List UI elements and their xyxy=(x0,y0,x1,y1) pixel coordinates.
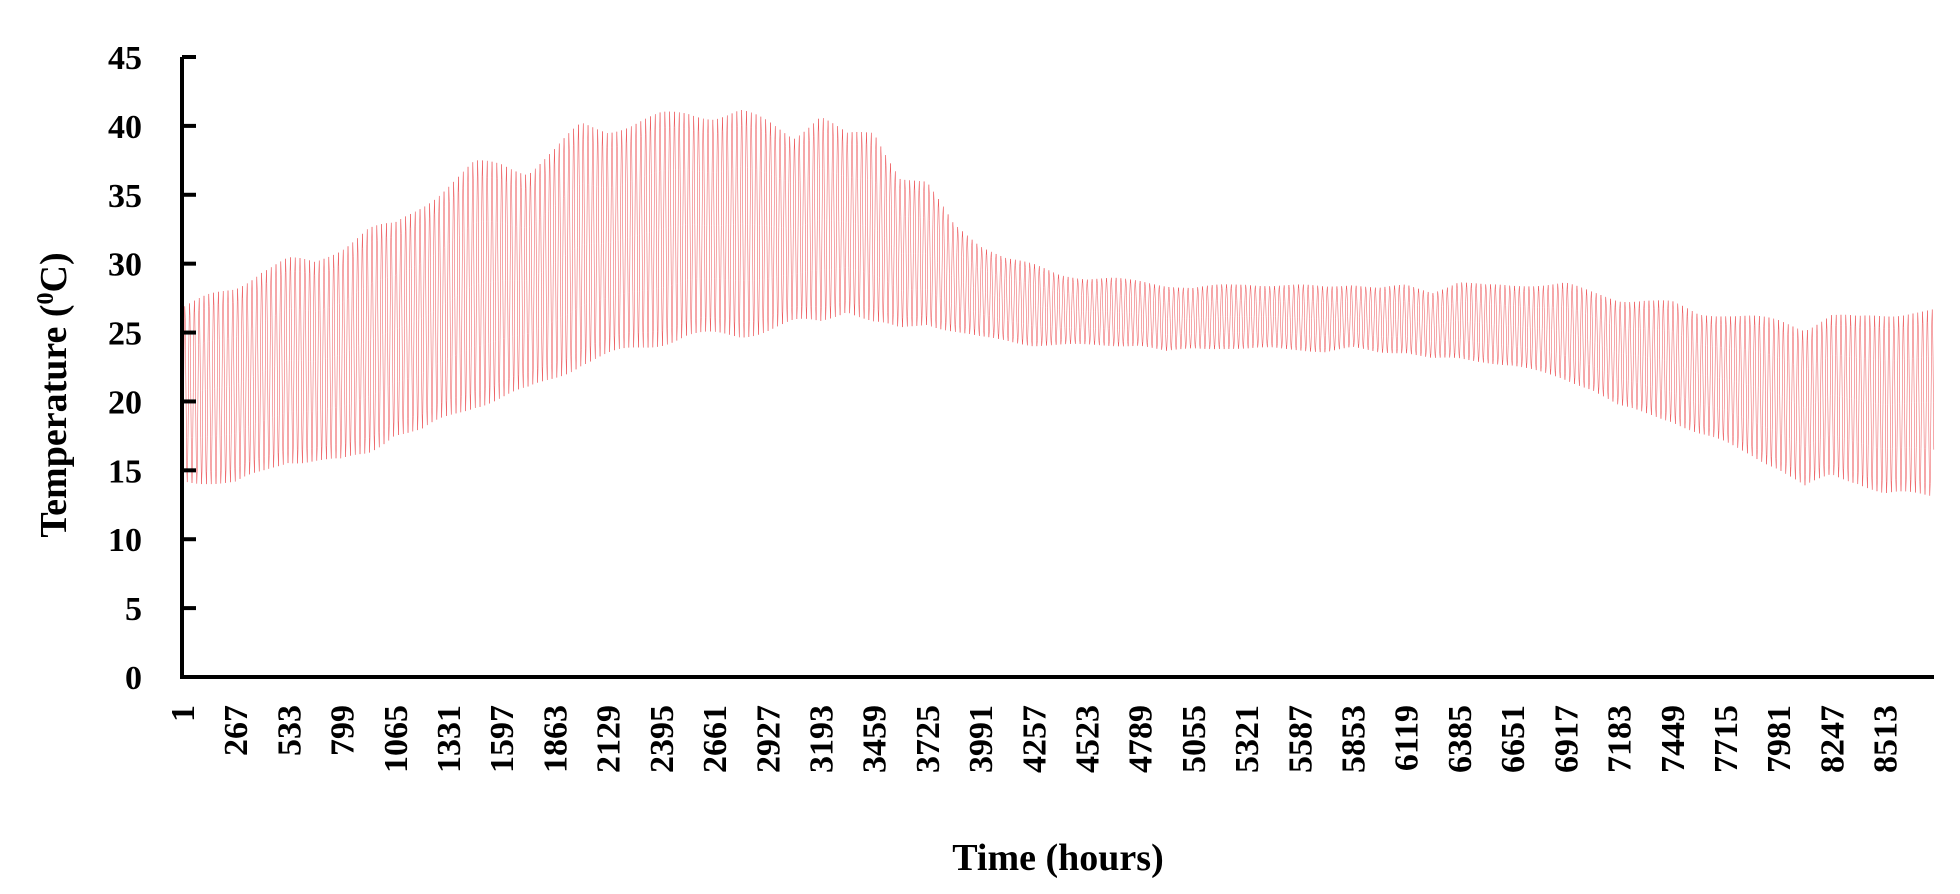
x-tick-label: 4789 xyxy=(1123,705,1160,773)
x-tick-label: 1863 xyxy=(537,705,574,773)
x-tick-label: 2395 xyxy=(644,705,681,773)
axes-layer xyxy=(180,57,1934,679)
x-tick-label: 3725 xyxy=(910,705,947,773)
temperature-series-line xyxy=(181,109,1935,496)
x-tick-label: 2927 xyxy=(750,705,787,773)
x-tick-label: 6119 xyxy=(1389,705,1426,771)
x-tick-label: 8247 xyxy=(1814,705,1851,773)
x-tick-label: 267 xyxy=(218,705,255,756)
x-tick-label: 3193 xyxy=(803,705,840,773)
x-tick-layer: 1 267 533 799 1065 1331 1597 1863 2129 2395 2661 29… xyxy=(165,705,1905,773)
x-tick-label: 1 xyxy=(165,705,202,722)
y-tick-label: 5 xyxy=(125,591,142,628)
y-tick-label: 40 xyxy=(108,109,142,146)
y-tick-label: 10 xyxy=(108,522,142,559)
y-tick-label: 45 xyxy=(108,40,142,77)
x-tick-label: 7715 xyxy=(1708,705,1745,773)
x-tick-label: 2129 xyxy=(591,705,628,773)
y-tick-label: 15 xyxy=(108,453,142,490)
x-tick-label: 2661 xyxy=(697,705,734,773)
x-tick-label: 1597 xyxy=(484,705,521,773)
y-tick-label: 35 xyxy=(108,178,142,215)
x-tick-label: 6917 xyxy=(1548,705,1585,773)
x-tick-label: 5055 xyxy=(1176,705,1213,773)
series-layer xyxy=(181,109,1935,496)
x-tick-label: 7183 xyxy=(1602,705,1639,773)
y-tick-label: 25 xyxy=(108,316,142,353)
x-tick-label: 4523 xyxy=(1070,705,1107,773)
y-tick-layer: 0 5 10 15 20 25 30 35 40 45 xyxy=(108,40,196,697)
y-tick-label: 20 xyxy=(108,384,142,421)
y-axis-title: Temperature (0C) xyxy=(33,252,75,537)
x-tick-label: 7981 xyxy=(1761,705,1798,773)
x-tick-label: 7449 xyxy=(1655,705,1692,773)
x-tick-label: 8513 xyxy=(1868,705,1905,773)
x-tick-label: 3459 xyxy=(857,705,894,773)
y-axis-title-end: C) xyxy=(33,252,75,292)
x-tick-label: 4257 xyxy=(1016,705,1053,773)
y-axis-title-superscript: 0 xyxy=(33,292,59,304)
x-tick-label: 1065 xyxy=(378,705,415,773)
y-axis-title-main: Temperature ( xyxy=(33,304,75,537)
y-tick-label: 0 xyxy=(125,660,142,697)
x-tick-label: 6651 xyxy=(1495,705,1532,773)
x-tick-label: 5587 xyxy=(1282,705,1319,773)
x-tick-label: 6385 xyxy=(1442,705,1479,773)
x-tick-label: 5321 xyxy=(1229,705,1266,773)
x-tick-label: 3991 xyxy=(963,705,1000,773)
x-axis-title: Time (hours) xyxy=(952,837,1163,879)
x-tick-label: 5853 xyxy=(1336,705,1373,773)
y-tick-label: 30 xyxy=(108,247,142,284)
x-tick-label: 799 xyxy=(325,705,362,756)
x-tick-label: 1331 xyxy=(431,705,468,773)
x-tick-label: 533 xyxy=(271,705,308,756)
